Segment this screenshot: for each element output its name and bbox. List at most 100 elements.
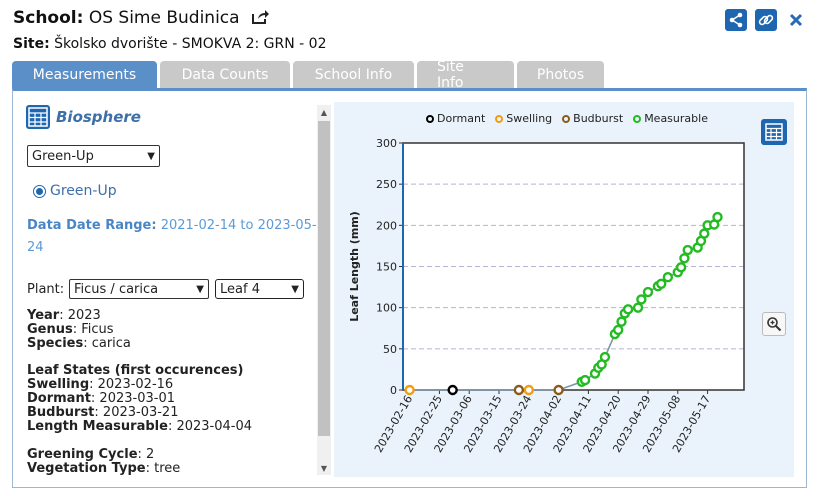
greening-label: Greening Cycle: [27, 447, 138, 462]
zoom-button[interactable]: [762, 312, 786, 336]
data-point-measurable: [599, 351, 611, 363]
budburst-label: Budburst: [27, 405, 95, 420]
legend-label: Measurable: [644, 112, 708, 125]
y-tick-label: 50: [383, 343, 397, 356]
chart-legend: Dormant Swelling Budburst Measurable: [426, 112, 708, 125]
protocol-select[interactable]: Green-Up ▼: [27, 145, 160, 167]
data-point-measurable: [622, 304, 634, 315]
swelling-label: Swelling: [27, 377, 90, 392]
data-point-budburst: [513, 384, 525, 396]
leaf-states: Leaf States (first occurences) Swelling:…: [27, 364, 252, 434]
share-button[interactable]: [725, 9, 747, 31]
close-icon: [789, 13, 803, 27]
greening-value: : 2: [137, 447, 155, 462]
zoom-in-icon: [767, 317, 782, 332]
genus-value: : Ficus: [72, 322, 114, 337]
legend-label: Budburst: [573, 112, 624, 125]
data-point-measurable: [679, 253, 690, 264]
tab-data-counts[interactable]: Data Counts: [160, 61, 290, 88]
site-name: Školsko dvorište - SMOKVA 2: GRN - 02: [54, 36, 327, 52]
share-icon: [729, 12, 743, 28]
legend-item-budburst[interactable]: Budburst: [562, 112, 623, 125]
chart-area: Dormant Swelling Budburst Measurable 0 50…: [334, 102, 794, 477]
data-point-measurable: [712, 211, 723, 223]
species-value: : carica: [83, 336, 131, 351]
close-button[interactable]: [785, 9, 807, 31]
chevron-down-icon: ▼: [147, 150, 155, 162]
legend-label: Swelling: [506, 112, 553, 125]
data-point-swelling: [523, 384, 535, 396]
y-axis-label: Leaf Length (mm): [348, 211, 361, 322]
genus-label: Genus: [27, 322, 73, 337]
table-icon: [765, 123, 783, 141]
budburst-value: : 2023-03-21: [94, 405, 179, 420]
legend-item-swelling[interactable]: Swelling: [495, 112, 552, 125]
data-point-measurable: [579, 374, 591, 386]
data-point-measurable: [699, 228, 710, 239]
year-value: : 2023: [59, 308, 101, 323]
y-tick-label: 300: [376, 137, 397, 150]
vegetation-label: Vegetation Type: [27, 461, 146, 476]
tab-school-info[interactable]: School Info: [293, 61, 414, 88]
data-point-budburst: [553, 384, 564, 396]
dormant-label: Dormant: [27, 391, 91, 406]
data-point-measurable: [675, 262, 687, 273]
species-label: Species: [27, 336, 84, 351]
y-tick-label: 250: [376, 178, 397, 191]
table-view-button[interactable]: [761, 119, 787, 145]
data-point-measurable: [662, 272, 674, 283]
date-range-value: 2021-02-14 to 2023-05-24: [27, 218, 317, 255]
table-icon: [26, 105, 50, 129]
data-point-swelling: [404, 384, 415, 396]
measurable-value: : 2023-04-04: [167, 419, 252, 434]
legend-item-dormant[interactable]: Dormant: [426, 112, 485, 125]
left-scrollbar[interactable]: ▲ ▼: [317, 105, 331, 475]
school-name: OS Sime Budinica: [88, 8, 240, 28]
data-point-measurable: [616, 316, 627, 327]
y-tick-label: 0: [390, 384, 397, 397]
data-point-dormant: [447, 384, 458, 396]
swelling-value: : 2023-02-16: [89, 377, 174, 392]
chevron-down-icon: ▼: [291, 283, 299, 295]
plant-select-value: Ficus / carica: [74, 281, 159, 297]
link-icon: [758, 14, 774, 26]
tab-site-info[interactable]: Site Info: [417, 59, 514, 91]
legend-item-measurable[interactable]: Measurable: [633, 112, 708, 125]
dormant-value: : 2023-03-01: [90, 391, 175, 406]
tab-photos[interactable]: Photos: [517, 61, 604, 88]
scroll-down-icon[interactable]: ▼: [320, 463, 328, 473]
data-point-measurable: [636, 294, 647, 305]
section-title: Biosphere: [56, 108, 141, 126]
left-pane: Biosphere: [26, 105, 326, 129]
data-point-measurable: [642, 286, 654, 298]
data-point-measurable: [656, 278, 667, 289]
radio-button[interactable]: [33, 184, 46, 198]
leaf-select[interactable]: Leaf 4 ▼: [215, 279, 304, 299]
plant-label: Plant:: [27, 282, 65, 297]
y-tick-label: 100: [376, 302, 397, 315]
date-range: Data Date Range: 2021-02-14 to 2023-05-2…: [27, 215, 323, 259]
plant-info: Year: 2023 Genus: Ficus Species: carica: [27, 309, 131, 351]
year-label: Year: [27, 308, 60, 323]
plant-select[interactable]: Ficus / carica ▼: [69, 279, 209, 299]
date-range-label: Data Date Range:: [27, 218, 157, 233]
site-subtitle: Site: Školsko dvorište - SMOKVA 2: GRN -…: [13, 36, 327, 52]
top-toolbar: [725, 9, 807, 31]
external-link-icon[interactable]: [251, 9, 269, 30]
link-button[interactable]: [755, 9, 777, 31]
greenup-radio-option[interactable]: Green-Up: [33, 183, 117, 199]
tab-bar: Measurements Data Counts School Info Sit…: [12, 59, 604, 91]
data-point-measurable: [632, 302, 644, 313]
school-label: School:: [13, 8, 84, 28]
scroll-up-icon[interactable]: ▲: [320, 107, 328, 117]
school-title: School: OS Sime Budinica: [13, 8, 269, 30]
data-point-measurable: [682, 244, 693, 256]
scroll-thumb[interactable]: [318, 121, 330, 436]
leaf-select-value: Leaf 4: [220, 281, 260, 297]
y-tick-label: 200: [376, 219, 397, 232]
leaf-length-chart: 0501001502002503002023-02-162023-02-2520…: [348, 137, 745, 455]
tab-measurements[interactable]: Measurements: [12, 61, 157, 88]
y-tick-label: 150: [376, 261, 397, 274]
leaf-states-title: Leaf States (first occurences): [27, 363, 244, 378]
measurable-label: Length Measurable: [27, 419, 168, 434]
